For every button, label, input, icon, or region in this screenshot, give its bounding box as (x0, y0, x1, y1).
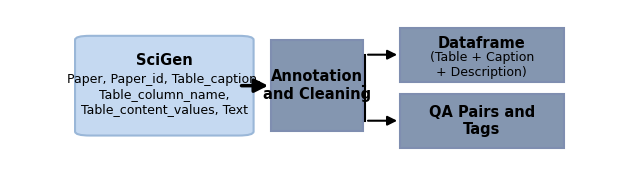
Text: QA Pairs and
Tags: QA Pairs and Tags (429, 104, 535, 137)
Text: (Table + Caption
+ Description): (Table + Caption + Description) (429, 51, 534, 79)
FancyBboxPatch shape (271, 40, 363, 131)
FancyBboxPatch shape (400, 28, 564, 82)
FancyBboxPatch shape (400, 94, 564, 148)
FancyBboxPatch shape (75, 36, 253, 136)
Text: Dataframe: Dataframe (438, 36, 525, 51)
Text: Annotation
and Cleaning: Annotation and Cleaning (263, 69, 371, 102)
Text: SciGen: SciGen (136, 52, 193, 68)
Text: Paper, Paper_id, Table_caption,
Table_column_name,
Table_content_values, Text: Paper, Paper_id, Table_caption, Table_co… (67, 73, 261, 116)
